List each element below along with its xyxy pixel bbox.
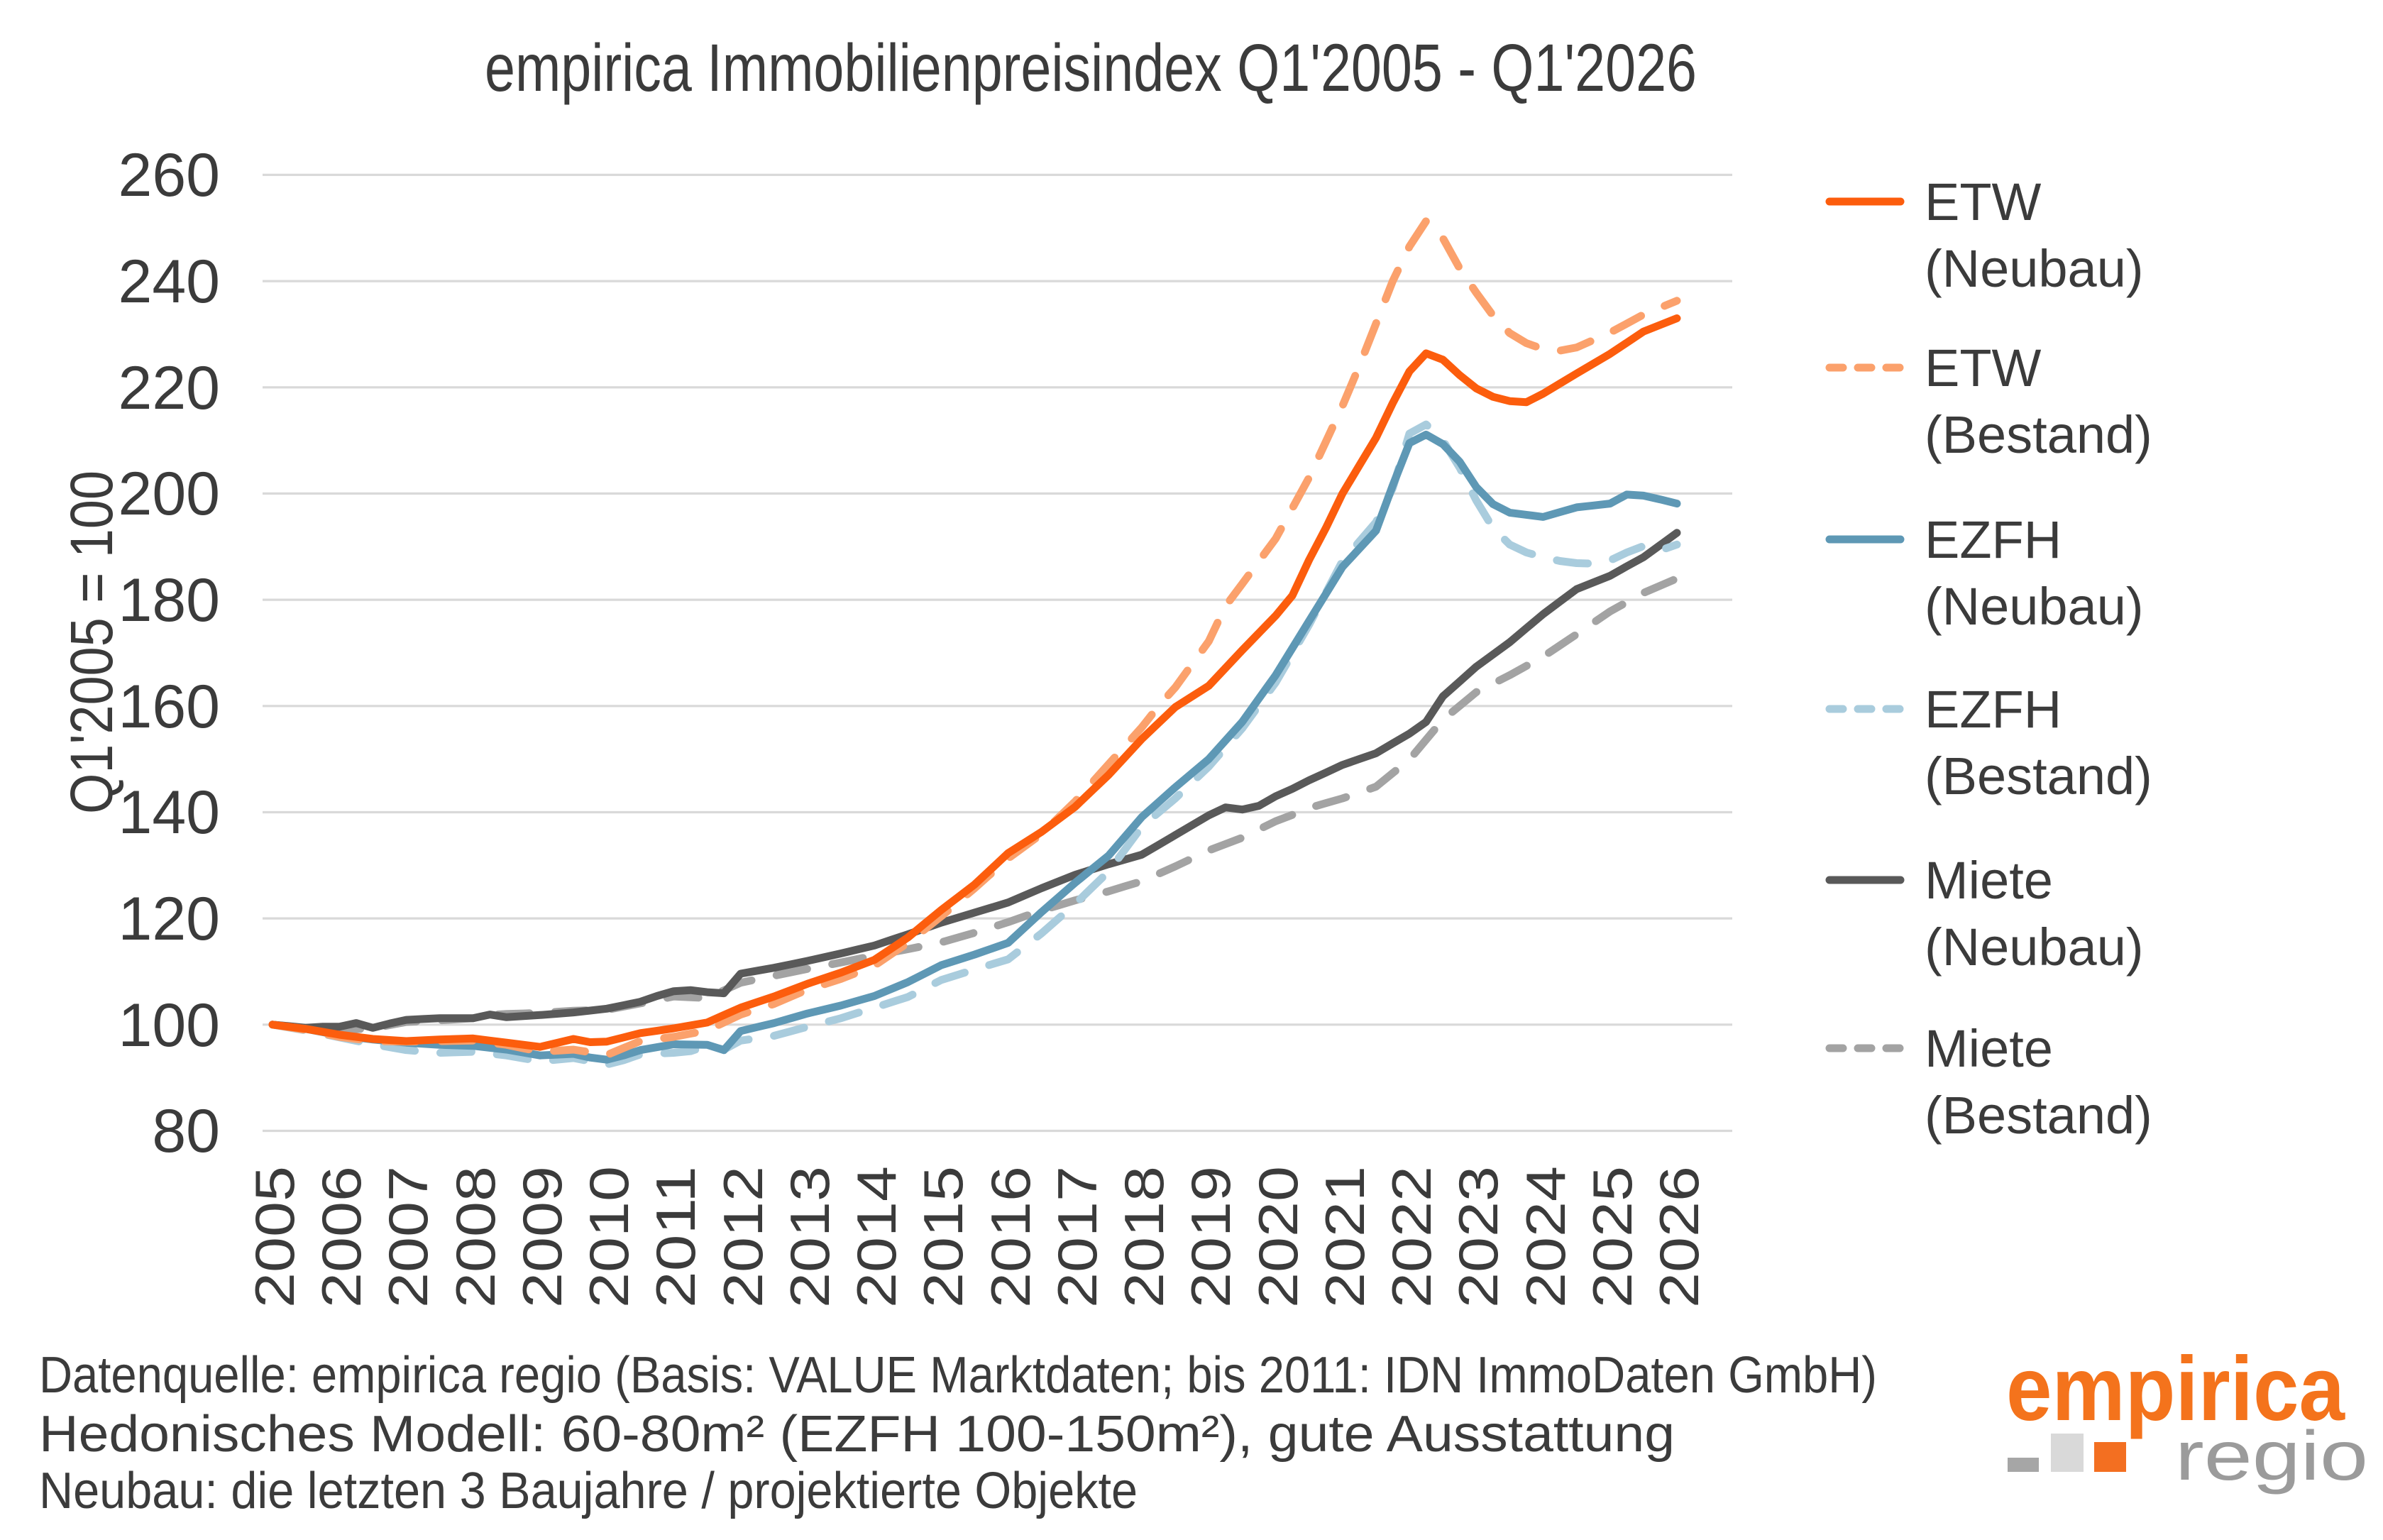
svg-text:2018: 2018 bbox=[1113, 1166, 1175, 1308]
svg-text:2017: 2017 bbox=[1046, 1166, 1108, 1308]
svg-text:200: 200 bbox=[119, 460, 221, 528]
svg-text:240: 240 bbox=[119, 248, 221, 316]
svg-text:ETW: ETW bbox=[1925, 339, 2042, 397]
svg-text:2006: 2006 bbox=[310, 1166, 373, 1308]
svg-text:260: 260 bbox=[119, 141, 221, 209]
svg-text:(Neubau): (Neubau) bbox=[1925, 918, 2144, 977]
svg-text:2026: 2026 bbox=[1648, 1166, 1710, 1308]
svg-text:Q1'2005 = 100: Q1'2005 = 100 bbox=[58, 471, 125, 814]
svg-text:2022: 2022 bbox=[1380, 1166, 1443, 1308]
svg-text:2005: 2005 bbox=[243, 1166, 306, 1308]
svg-text:EZFH: EZFH bbox=[1925, 510, 2062, 569]
svg-text:empirica: empirica bbox=[2006, 1338, 2345, 1440]
svg-text:Hedonisches Modell: 60-80m² (E: Hedonisches Modell: 60-80m² (EZFH 100-15… bbox=[39, 1406, 1675, 1463]
svg-text:2009: 2009 bbox=[511, 1166, 573, 1308]
svg-text:(Bestand): (Bestand) bbox=[1925, 747, 2152, 805]
svg-text:empirica Immobilienpreisindex: empirica Immobilienpreisindex Q1'2005 - … bbox=[485, 31, 1697, 106]
svg-text:Datenquelle: empirica regio (B: Datenquelle: empirica regio (Basis: VALU… bbox=[39, 1347, 1877, 1404]
svg-text:2011: 2011 bbox=[644, 1166, 707, 1308]
svg-text:2007: 2007 bbox=[377, 1166, 439, 1308]
svg-text:100: 100 bbox=[119, 991, 221, 1060]
svg-text:(Neubau): (Neubau) bbox=[1925, 239, 2144, 298]
svg-text:EZFH: EZFH bbox=[1925, 680, 2062, 739]
svg-text:160: 160 bbox=[119, 673, 221, 741]
svg-text:2015: 2015 bbox=[912, 1166, 974, 1308]
svg-text:220: 220 bbox=[119, 354, 221, 422]
svg-text:(Bestand): (Bestand) bbox=[1925, 405, 2152, 464]
svg-text:140: 140 bbox=[119, 779, 221, 847]
svg-text:Neubau: die letzten 3 Baujahre: Neubau: die letzten 3 Baujahre / projekt… bbox=[39, 1463, 1138, 1519]
svg-text:Miete: Miete bbox=[1925, 1019, 2053, 1078]
svg-text:2010: 2010 bbox=[578, 1166, 640, 1308]
svg-text:120: 120 bbox=[119, 885, 221, 953]
svg-text:2012: 2012 bbox=[712, 1166, 774, 1308]
svg-text:2023: 2023 bbox=[1447, 1166, 1509, 1308]
svg-text:(Bestand): (Bestand) bbox=[1925, 1086, 2152, 1145]
svg-text:2025: 2025 bbox=[1581, 1166, 1644, 1308]
svg-text:180: 180 bbox=[119, 566, 221, 634]
svg-text:2008: 2008 bbox=[444, 1166, 507, 1308]
svg-text:2020: 2020 bbox=[1247, 1166, 1309, 1308]
svg-text:2016: 2016 bbox=[979, 1166, 1042, 1308]
svg-text:ETW: ETW bbox=[1925, 172, 2042, 231]
svg-text:2024: 2024 bbox=[1514, 1166, 1577, 1308]
svg-text:2019: 2019 bbox=[1179, 1166, 1242, 1308]
svg-text:2021: 2021 bbox=[1314, 1166, 1376, 1308]
svg-text:2014: 2014 bbox=[845, 1166, 908, 1308]
svg-text:80: 80 bbox=[152, 1097, 220, 1165]
svg-text:(Neubau): (Neubau) bbox=[1925, 577, 2144, 636]
svg-text:2013: 2013 bbox=[778, 1166, 841, 1308]
svg-text:regio: regio bbox=[2175, 1417, 2368, 1495]
svg-text:Miete: Miete bbox=[1925, 851, 2053, 910]
